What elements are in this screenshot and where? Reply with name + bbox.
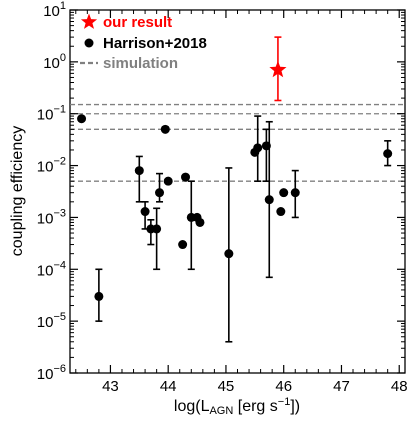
harrison-point: [253, 143, 263, 153]
legend-label-our-result: our result: [103, 14, 172, 31]
x-tick-label: 45: [218, 378, 235, 395]
legend-star-marker: [80, 13, 98, 29]
harrison-point: [290, 188, 300, 198]
harrison-point: [152, 224, 162, 234]
y-tick-label: 101: [43, 0, 66, 20]
harrison-point: [276, 207, 286, 217]
y-axis-label: coupling efficiency: [9, 126, 26, 256]
harrison-point: [178, 240, 188, 250]
x-tick-label: 48: [391, 378, 408, 395]
x-tick-label: 46: [275, 378, 292, 395]
x-axis-label: log(LAGN [erg s−1]): [174, 396, 300, 417]
harrison-point: [77, 114, 87, 124]
y-tick-label: 10−5: [37, 311, 66, 331]
harrison-point: [264, 195, 274, 205]
x-tick-label: 47: [333, 378, 350, 395]
y-tick-label: 10−4: [37, 259, 66, 279]
harrison-point: [224, 249, 234, 259]
harrison-point: [160, 124, 170, 134]
legend: our result Harrison+2018 simulation: [80, 13, 207, 72]
y-tick-label: 10−2: [37, 156, 66, 176]
error-bars: [95, 36, 392, 343]
x-tick-label: 44: [160, 378, 177, 395]
harrison-point: [279, 188, 289, 198]
harrison-point: [155, 188, 165, 198]
y-tick-label: 10−1: [37, 104, 66, 124]
harrison-point: [163, 176, 173, 186]
harrison-point: [94, 291, 104, 301]
simulation-lines: [70, 103, 405, 182]
legend-circle-marker: [84, 38, 94, 48]
harrison-point: [181, 172, 191, 182]
harrison-point: [140, 207, 150, 217]
harrison-point: [195, 217, 205, 227]
y-tick-label: 100: [43, 52, 66, 72]
legend-label-simulation: simulation: [103, 55, 178, 72]
y-tick-label: 10−3: [37, 207, 66, 227]
our-result-point: [269, 60, 287, 78]
y-tick-label: 10−6: [37, 363, 66, 383]
harrison-point: [261, 141, 271, 151]
legend-label-harrison: Harrison+2018: [103, 35, 207, 52]
data-points: [77, 60, 393, 301]
x-tick-label: 43: [102, 378, 119, 395]
harrison-point: [134, 166, 144, 176]
axis-ticks: 43 44 45 46 47 48 101 100 10−1 10−2 10−3 10−4 10−5 10…: [37, 0, 408, 395]
harrison-point: [383, 149, 393, 159]
